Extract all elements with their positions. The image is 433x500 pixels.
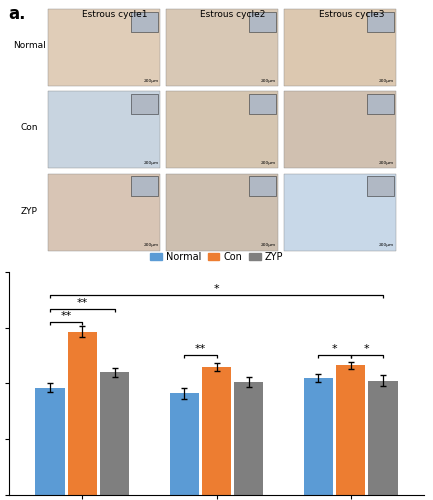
- Text: 200μm: 200μm: [261, 160, 276, 164]
- Bar: [284, 174, 396, 250]
- Bar: [336, 366, 365, 495]
- Text: Con: Con: [21, 124, 38, 132]
- Bar: [48, 174, 160, 250]
- Text: 200μm: 200μm: [261, 243, 276, 247]
- Bar: [304, 378, 333, 495]
- Bar: [36, 388, 65, 495]
- Bar: [368, 380, 397, 495]
- Text: *: *: [332, 344, 337, 354]
- Bar: [249, 176, 276, 196]
- Text: 200μm: 200μm: [143, 160, 158, 164]
- Bar: [131, 176, 158, 196]
- Text: 200μm: 200μm: [143, 78, 158, 82]
- Text: ZYP: ZYP: [21, 207, 38, 216]
- Bar: [202, 367, 231, 495]
- Bar: [166, 10, 278, 86]
- Bar: [284, 10, 396, 86]
- Bar: [48, 92, 160, 168]
- Text: Estrous cycle1: Estrous cycle1: [82, 10, 147, 19]
- Text: 200μm: 200μm: [379, 243, 394, 247]
- Text: 200μm: 200μm: [379, 78, 394, 82]
- Text: 200μm: 200μm: [261, 78, 276, 82]
- Text: *: *: [214, 284, 219, 294]
- Bar: [249, 94, 276, 114]
- Legend: Normal, Con, ZYP: Normal, Con, ZYP: [146, 248, 287, 266]
- Bar: [48, 10, 160, 86]
- Bar: [367, 176, 394, 196]
- Bar: [367, 12, 394, 32]
- Text: **: **: [61, 311, 72, 321]
- Bar: [131, 12, 158, 32]
- Text: **: **: [195, 344, 206, 354]
- Bar: [166, 174, 278, 250]
- Text: Estrous cycle3: Estrous cycle3: [319, 10, 385, 19]
- Text: **: **: [77, 298, 88, 308]
- Bar: [367, 94, 394, 114]
- Bar: [249, 12, 276, 32]
- Text: *: *: [364, 344, 369, 354]
- Bar: [166, 92, 278, 168]
- Text: a.: a.: [9, 5, 26, 23]
- Text: 200μm: 200μm: [143, 243, 158, 247]
- Bar: [68, 332, 97, 495]
- Bar: [234, 382, 263, 495]
- Text: Normal: Normal: [13, 42, 46, 50]
- Bar: [100, 372, 129, 495]
- Bar: [131, 94, 158, 114]
- Bar: [284, 92, 396, 168]
- Bar: [170, 394, 199, 495]
- Text: 200μm: 200μm: [379, 160, 394, 164]
- Text: Estrous cycle2: Estrous cycle2: [200, 10, 266, 19]
